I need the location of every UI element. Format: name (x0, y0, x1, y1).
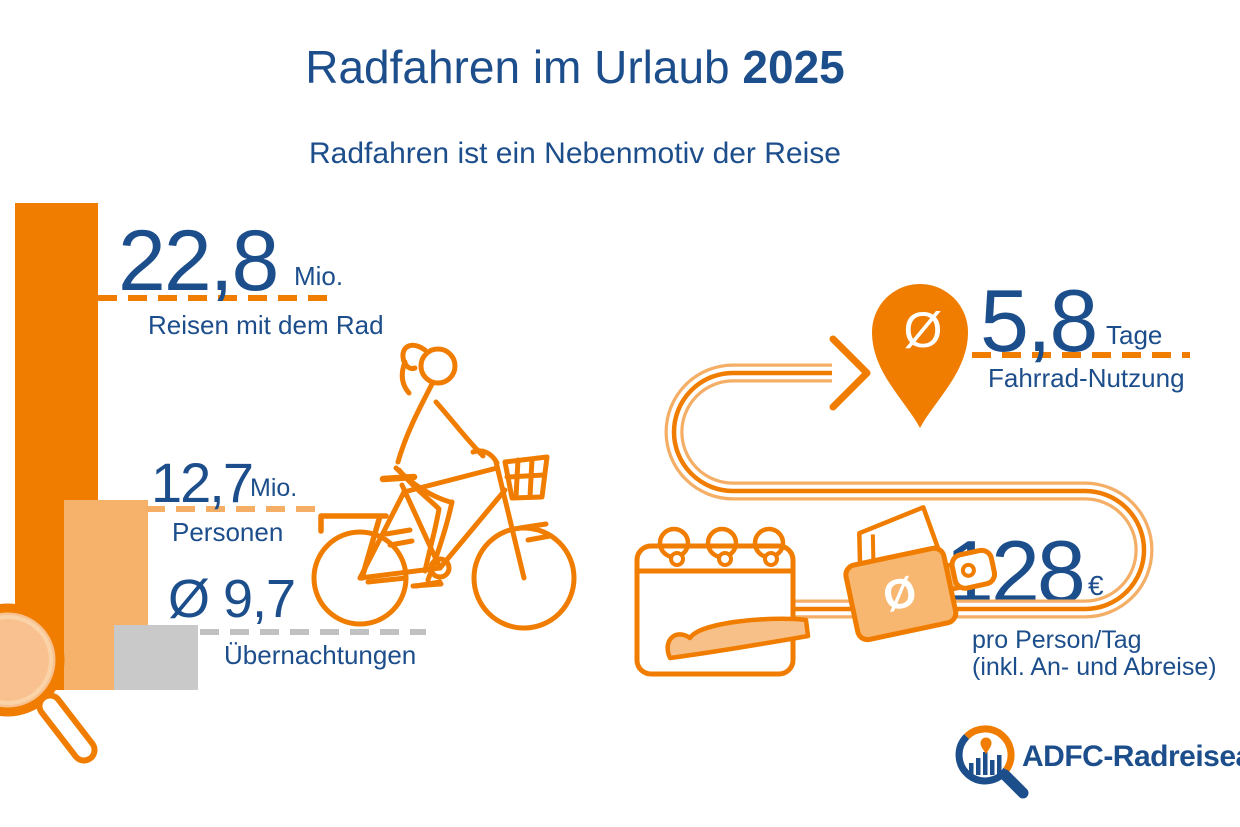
stat-personen-unit: Mio. (250, 474, 298, 502)
stat-uebernachtungen-value: Ø 9,7 (168, 569, 296, 629)
page-subtitle: Radfahren ist ein Nebenmotiv der Reise (309, 137, 841, 170)
bar-uebernachtungen (114, 625, 198, 690)
dash-line-uebernachtungen (200, 629, 426, 635)
logo-pin (980, 737, 992, 754)
adfc-logo-icon (955, 725, 1029, 799)
location-pin-icon: Ø (872, 284, 968, 428)
route-arrow-icon (829, 335, 871, 411)
title-year: 2025 (742, 41, 845, 93)
title-regular: Radfahren im Urlaub (305, 41, 730, 93)
stat-reisen-label: Reisen mit dem Rad (148, 310, 384, 340)
stat-nutzung-label: Fahrrad-Nutzung (988, 363, 1185, 393)
stat-nutzung-unit: Tage (1106, 320, 1163, 350)
dash-line-personen (146, 506, 322, 512)
pin-average-symbol: Ø (904, 302, 943, 358)
magnifier-icon (0, 603, 98, 764)
stat-nutzung-value: 5,8 (980, 271, 1098, 370)
stat-uebernachtungen-label: Übernachtungen (224, 640, 417, 670)
route-path (664, 363, 1154, 619)
logo-wordmark: ADFC-Radreiseanalyse (1022, 740, 1240, 773)
stat-reisen-unit: Mio. (294, 261, 344, 291)
dash-line-nutzung (972, 352, 1190, 358)
stat-reisen-value: 22,8 (118, 213, 279, 309)
page-title: Radfahren im Urlaub 2025 (0, 44, 1150, 90)
stat-personen-value: 12,7 (151, 451, 254, 514)
stat-kosten-unit: € (1088, 570, 1104, 601)
stat-kosten-label-1: pro Person/Tag (972, 626, 1142, 654)
stat-kosten-label-2: (inkl. An- und Abreise) (972, 653, 1217, 681)
stat-personen-label: Personen (172, 517, 284, 547)
calendar-icon (634, 526, 811, 677)
bicycle-rider-icon (311, 342, 577, 631)
wallet-icon: Ø (843, 505, 998, 643)
logo-bar-chart (969, 752, 1002, 775)
dash-line-reisen (98, 295, 328, 301)
